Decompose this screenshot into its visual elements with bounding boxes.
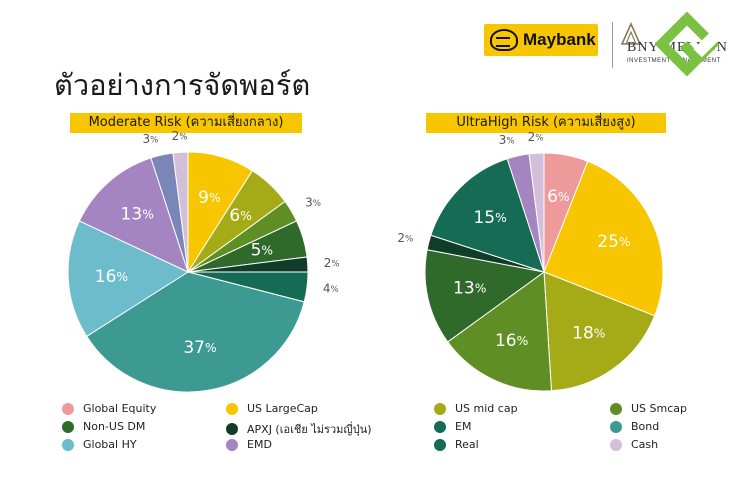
data-label-em: 15%: [473, 208, 506, 228]
legend-item: Real: [434, 438, 479, 451]
data-label-bond: 37%: [183, 338, 216, 358]
pie-moderate-risk: 9% 6% 3% 5% 2% 4% 37% 16% 13% 3% 2%: [67, 129, 340, 393]
legend-swatch: [610, 402, 622, 415]
legend-item: EM: [434, 420, 471, 433]
legend-label: Real: [455, 438, 479, 451]
legend-item: Bond: [610, 420, 659, 433]
legend-label: US LargeCap: [247, 402, 318, 415]
data-label-us-largecap: 9%: [198, 188, 220, 208]
bny-mellon-mark-icon: [620, 22, 642, 45]
legend-item: US Smcap: [610, 402, 687, 415]
legend-swatch: [226, 438, 238, 451]
data-label-apxj: 2%: [397, 231, 413, 245]
pie-slice-cash: [172, 151, 189, 273]
legend-label: Cash: [631, 438, 659, 451]
legend-swatch: [62, 420, 74, 433]
data-label-cash: 2%: [172, 129, 188, 143]
data-label-global-hy: 16%: [95, 267, 128, 287]
legend-item: US mid cap: [434, 402, 518, 415]
legend-swatch: [62, 402, 74, 415]
maybank-logo: Maybank: [484, 24, 598, 56]
legend-item: EMD: [226, 438, 272, 451]
pie-slice-us-mid-cap: [543, 271, 656, 392]
data-label-us-smcap: 16%: [495, 331, 528, 351]
pie-slice-emd: [78, 157, 189, 273]
logo-divider: [612, 22, 613, 68]
legend-item: US LargeCap: [226, 402, 318, 415]
data-label-apxj: 2%: [324, 256, 340, 270]
legend-item: Global HY: [62, 438, 137, 451]
data-label-us-largecap: 25%: [597, 232, 630, 252]
legend-item: Global Equity: [62, 402, 156, 415]
data-label-non-us-dm: 13%: [453, 279, 486, 299]
pie-slice-us-largecap: [543, 160, 664, 317]
legend-swatch: [226, 423, 238, 435]
chart-title-moderate: Moderate Risk (ความเสี่ยงกลาง): [70, 113, 302, 133]
pie-slice-global-hy: [67, 220, 190, 337]
pie-slice-cash: [528, 152, 545, 273]
legend-item: Non-US DM: [62, 420, 145, 433]
pie-slice-em: [430, 158, 545, 273]
legend-item: APXJ (เอเชีย ไม่รวมญี่ปุ่น): [226, 420, 372, 438]
data-label-cash: 2%: [528, 130, 544, 144]
legend-label: APXJ (เอเชีย ไม่รวมญี่ปุ่น): [247, 423, 372, 436]
legend-swatch: [434, 420, 446, 433]
legend-label: US Smcap: [631, 402, 687, 415]
data-label-us-mid-cap: 6%: [229, 206, 251, 226]
pie-charts: 9% 6% 3% 5% 2% 4% 37% 16% 13% 3% 2% 6% 25% 18% 16% 13%…: [67, 129, 664, 393]
tiger-icon: [490, 29, 518, 51]
data-label-real: 3%: [142, 132, 158, 146]
data-label-us-smcap: 3%: [305, 195, 321, 209]
page-title: ตัวอย่างการจัดพอร์ต: [54, 68, 311, 102]
legend-swatch: [226, 402, 238, 415]
pie-slice-non-us-dm: [424, 249, 546, 343]
legend-swatch: [610, 438, 622, 451]
data-label-global-equity: 6%: [547, 187, 569, 207]
legend-swatch: [610, 420, 622, 433]
legend-swatch: [62, 438, 74, 451]
legend-label: Global Equity: [83, 402, 157, 415]
legend: Global Equity US LargeCap US mid cap US Smc…: [0, 398, 740, 458]
legend-label: EMD: [247, 438, 272, 451]
legend-label: Non-US DM: [83, 420, 146, 433]
chart-title-ultrahigh: UltraHigh Risk (ความเสี่ยงสูง): [426, 113, 666, 133]
legend-label: EM: [455, 420, 472, 433]
data-label-emd: 13%: [121, 204, 154, 224]
legend-label: Bond: [631, 420, 660, 433]
pie-slice-us-smcap: [447, 271, 553, 392]
legend-label: US mid cap: [455, 402, 518, 415]
data-label-em: 4%: [323, 282, 339, 296]
maybank-label: Maybank: [523, 30, 596, 49]
legend-swatch: [434, 438, 446, 451]
data-label-non-us-dm: 5%: [251, 241, 273, 261]
legend-swatch: [434, 402, 446, 415]
pie-ultrahigh-risk: 6% 25% 18% 16% 13% 2% 15% 3% 2%: [397, 130, 664, 392]
legend-item: Cash: [610, 438, 658, 451]
legend-label: Global HY: [83, 438, 137, 451]
data-label-emd: 3%: [499, 133, 515, 147]
data-label-us-mid-cap: 18%: [572, 324, 605, 344]
green-g-logo-icon: [655, 12, 719, 76]
